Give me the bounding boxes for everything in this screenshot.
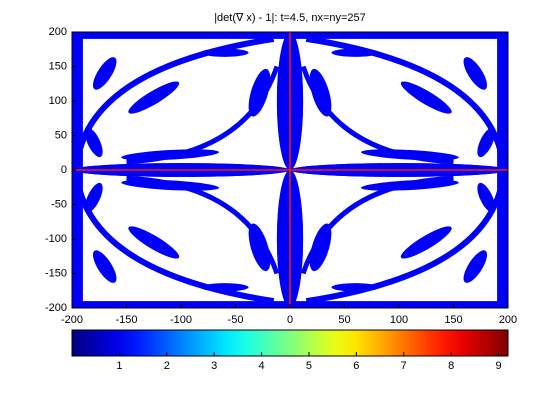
colorbar [71, 329, 509, 357]
x-tick-label: -200 [61, 314, 83, 326]
x-tick-label: 50 [338, 314, 350, 326]
field-region [72, 170, 83, 308]
y-tick-label: 0 [61, 164, 67, 176]
field-region [128, 81, 180, 114]
field-region [477, 127, 496, 158]
colorbar-tick-label: 5 [306, 360, 312, 372]
field-region [306, 39, 502, 160]
colorbar-tick-label: 8 [448, 360, 454, 372]
field-region [400, 226, 452, 259]
x-tick-label: 200 [499, 314, 517, 326]
field-region [290, 32, 508, 39]
y-tick-label: 50 [55, 129, 67, 141]
colorbar-tick-label: 7 [401, 360, 407, 372]
field-region [497, 170, 508, 308]
y-tick-label: 100 [49, 95, 67, 107]
y-tick-label: -50 [51, 198, 67, 210]
y-tick-label: 200 [49, 26, 67, 38]
colorbar-tick-label: 9 [495, 360, 501, 372]
y-tick-label: 150 [49, 60, 67, 72]
field-region [92, 250, 117, 283]
field-region [400, 81, 452, 114]
chart-title: |det(∇ x) - 1|: t=4.5, nx=ny=257 [214, 12, 366, 24]
x-tick-label: -150 [115, 314, 137, 326]
field-region [497, 32, 508, 170]
colorbar-tick-label: 3 [211, 360, 217, 372]
field-region [128, 226, 180, 259]
field-region [306, 180, 502, 301]
x-tick-label: 150 [444, 314, 462, 326]
y-tick-label: -200 [45, 302, 67, 314]
x-tick-label: -100 [170, 314, 192, 326]
colorbar-tick-label: 4 [259, 360, 265, 372]
field-region [84, 182, 103, 213]
field-region [126, 66, 276, 161]
field-region [77, 39, 273, 160]
y-tick-label: -150 [45, 267, 67, 279]
colorbar-tick-label: 2 [164, 360, 170, 372]
field-region [72, 32, 290, 39]
field-region [303, 178, 453, 273]
field-region [463, 57, 488, 90]
field-region [77, 180, 273, 301]
field-region [84, 127, 103, 158]
x-tick-label: -50 [228, 314, 244, 326]
field-region [303, 66, 453, 161]
field-region [477, 182, 496, 213]
field-region [72, 32, 83, 170]
y-tick-label: -100 [45, 233, 67, 245]
field-region [463, 250, 488, 283]
colorbar-tick-label: 1 [116, 360, 122, 372]
field-region [126, 178, 276, 273]
colorbar-tick-label: 6 [353, 360, 359, 372]
x-tick-label: 0 [287, 314, 293, 326]
x-tick-label: 100 [390, 314, 408, 326]
field-region [92, 57, 117, 90]
